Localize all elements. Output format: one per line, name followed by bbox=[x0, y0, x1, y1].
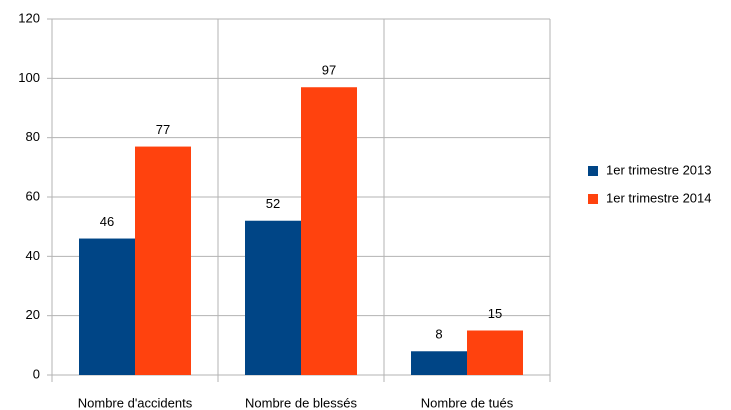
x-tick-label: Nombre de blessés bbox=[245, 395, 357, 410]
y-tick-label: 120 bbox=[18, 10, 40, 25]
bar bbox=[245, 220, 301, 375]
bar bbox=[79, 238, 135, 375]
data-label: 46 bbox=[100, 214, 114, 229]
y-tick-label: 0 bbox=[33, 366, 40, 381]
data-label: 97 bbox=[322, 63, 336, 78]
legend-label: 1er trimestre 2014 bbox=[606, 190, 712, 205]
legend-swatch bbox=[588, 194, 598, 204]
bar bbox=[467, 330, 523, 375]
x-tick-label: Nombre d'accidents bbox=[78, 395, 193, 410]
x-tick-label: Nombre de tués bbox=[421, 395, 514, 410]
y-tick-label: 20 bbox=[26, 307, 40, 322]
y-tick-label: 60 bbox=[26, 188, 40, 203]
legend-swatch bbox=[588, 166, 598, 176]
data-label: 15 bbox=[488, 306, 502, 321]
bar bbox=[301, 87, 357, 375]
data-label: 52 bbox=[266, 196, 280, 211]
y-tick-label: 100 bbox=[18, 70, 40, 85]
bar bbox=[135, 146, 191, 375]
data-label: 8 bbox=[435, 327, 442, 342]
y-tick-label: 40 bbox=[26, 248, 40, 263]
y-tick-label: 80 bbox=[26, 129, 40, 144]
data-label: 77 bbox=[156, 122, 170, 137]
legend-label: 1er trimestre 2013 bbox=[606, 162, 712, 177]
bar bbox=[411, 351, 467, 375]
